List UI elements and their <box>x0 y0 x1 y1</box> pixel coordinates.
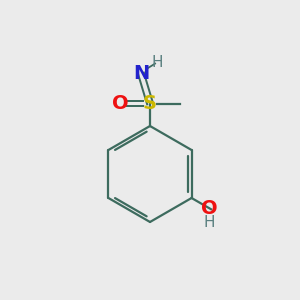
Text: S: S <box>143 94 157 113</box>
Text: H: H <box>204 215 215 230</box>
Text: O: O <box>112 94 128 113</box>
Text: H: H <box>152 55 163 70</box>
Text: O: O <box>201 199 218 218</box>
Text: N: N <box>133 64 149 83</box>
